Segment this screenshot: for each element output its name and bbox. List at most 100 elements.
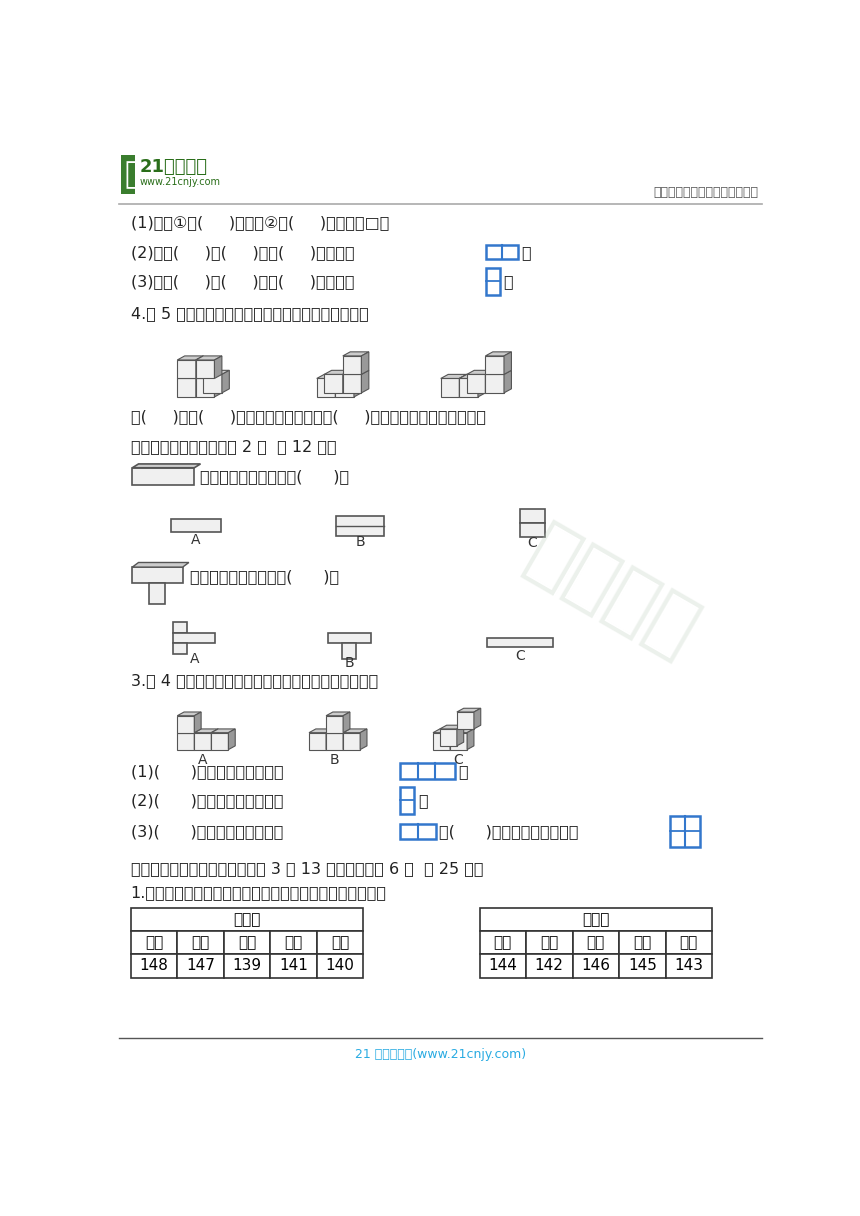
- Bar: [224, 955, 270, 978]
- Bar: [131, 931, 177, 955]
- Polygon shape: [214, 356, 222, 378]
- Bar: [150, 582, 165, 604]
- Bar: [194, 733, 212, 749]
- Polygon shape: [203, 371, 230, 375]
- Text: 140: 140: [326, 958, 354, 974]
- Text: A: A: [191, 533, 200, 547]
- Bar: [450, 733, 467, 749]
- Text: 147: 147: [186, 958, 215, 974]
- Bar: [196, 378, 214, 396]
- Text: 144: 144: [488, 958, 517, 974]
- Polygon shape: [474, 708, 481, 728]
- Bar: [439, 728, 457, 745]
- Text: 21 世纪教育网(www.21cnjy.com): 21 世纪教育网(www.21cnjy.com): [355, 1048, 526, 1062]
- Bar: [467, 375, 485, 393]
- Bar: [401, 764, 455, 779]
- Text: 。: 。: [521, 244, 531, 260]
- Polygon shape: [132, 465, 200, 468]
- Text: 小浩: 小浩: [633, 935, 651, 951]
- Text: 。: 。: [503, 274, 513, 289]
- Polygon shape: [343, 713, 350, 733]
- Bar: [326, 716, 343, 733]
- Polygon shape: [316, 375, 343, 378]
- Bar: [666, 955, 712, 978]
- Polygon shape: [326, 728, 350, 733]
- Bar: [519, 523, 544, 537]
- Polygon shape: [459, 375, 485, 378]
- Polygon shape: [335, 375, 361, 378]
- Bar: [131, 955, 177, 978]
- Bar: [132, 567, 182, 582]
- Polygon shape: [177, 713, 201, 716]
- Polygon shape: [194, 728, 218, 733]
- Text: 145: 145: [628, 958, 657, 974]
- Text: 奋斗队: 奋斗队: [233, 912, 261, 928]
- Polygon shape: [212, 728, 236, 733]
- Text: (2)(      )从右面看到的图形是: (2)( )从右面看到的图形是: [131, 793, 283, 807]
- Text: 。: 。: [458, 764, 468, 778]
- Text: 四、联系生活，解决问题。（第 3 题 13 分，其余每题 6 分  计 25 分）: 四、联系生活，解决问题。（第 3 题 13 分，其余每题 6 分 计 25 分）: [131, 861, 483, 876]
- Polygon shape: [457, 708, 481, 713]
- Bar: [177, 378, 196, 396]
- Polygon shape: [361, 371, 369, 393]
- Polygon shape: [196, 356, 203, 378]
- Polygon shape: [478, 375, 485, 396]
- Polygon shape: [433, 728, 457, 733]
- Bar: [177, 360, 196, 378]
- Bar: [343, 733, 360, 749]
- Bar: [440, 378, 459, 396]
- Text: 小志: 小志: [679, 935, 697, 951]
- Bar: [174, 621, 187, 632]
- Polygon shape: [326, 713, 350, 716]
- Text: C: C: [454, 754, 464, 767]
- Text: (1)(      )从上面看到的图形是: (1)( )从上面看到的图形是: [131, 764, 284, 778]
- Polygon shape: [309, 728, 333, 733]
- Bar: [486, 246, 519, 259]
- Text: 21世纪教育: 21世纪教育: [140, 158, 208, 176]
- Bar: [342, 643, 356, 659]
- Text: 3.用 4 个同样大小的正方体分别搭成下面的立体图形。: 3.用 4 个同样大小的正方体分别搭成下面的立体图形。: [131, 672, 378, 688]
- Text: 。: 。: [418, 793, 428, 807]
- Text: 4.用 5 个完全一样的小正方体分别摆成下面的样子。: 4.用 5 个完全一样的小正方体分别摆成下面的样子。: [131, 306, 368, 321]
- Polygon shape: [222, 371, 230, 393]
- Polygon shape: [214, 375, 222, 396]
- Bar: [519, 510, 544, 523]
- Bar: [401, 823, 436, 839]
- Polygon shape: [335, 375, 343, 396]
- Text: www.21cnjy.com: www.21cnjy.com: [140, 178, 221, 187]
- Polygon shape: [439, 725, 464, 728]
- Bar: [401, 787, 415, 814]
- Text: 小飞: 小飞: [285, 935, 303, 951]
- Bar: [196, 360, 214, 378]
- Bar: [177, 955, 224, 978]
- Polygon shape: [361, 351, 369, 375]
- Polygon shape: [212, 728, 218, 749]
- Text: B: B: [355, 535, 365, 548]
- Text: 从上面看，它的形状是(      )。: 从上面看，它的形状是( )。: [190, 569, 340, 584]
- Polygon shape: [194, 728, 201, 749]
- Bar: [526, 955, 573, 978]
- Polygon shape: [440, 375, 467, 378]
- Polygon shape: [343, 728, 367, 733]
- Text: 139: 139: [232, 958, 261, 974]
- Bar: [666, 931, 712, 955]
- Bar: [459, 378, 478, 396]
- Bar: [573, 931, 619, 955]
- Bar: [526, 931, 573, 955]
- Polygon shape: [196, 375, 203, 396]
- Polygon shape: [194, 713, 201, 733]
- Text: 小洋: 小洋: [494, 935, 512, 951]
- Polygon shape: [457, 725, 464, 745]
- Bar: [316, 955, 363, 978]
- Bar: [131, 908, 363, 931]
- Bar: [121, 156, 135, 193]
- Text: 精选资料: 精选资料: [513, 514, 710, 670]
- Bar: [171, 518, 221, 533]
- Text: B: B: [345, 657, 354, 670]
- Text: 143: 143: [674, 958, 703, 974]
- Bar: [488, 638, 553, 647]
- Bar: [174, 643, 187, 654]
- Polygon shape: [196, 375, 222, 378]
- Bar: [326, 733, 343, 749]
- Bar: [177, 931, 224, 955]
